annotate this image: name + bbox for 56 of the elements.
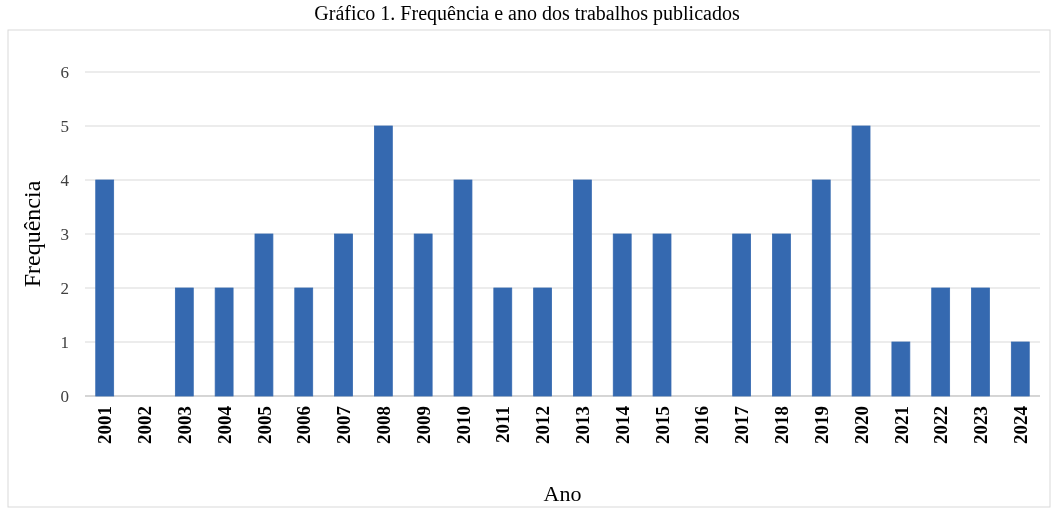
bar: [493, 287, 513, 397]
bar: [294, 287, 314, 397]
x-tick-label: 2004: [213, 405, 235, 444]
x-tick-label: 2018: [771, 406, 793, 444]
bar: [374, 125, 393, 397]
x-tick-label: 2011: [492, 406, 514, 443]
x-tick-label: 2013: [572, 406, 594, 444]
x-tick-label: 2023: [970, 406, 992, 444]
x-tick-label: 2020: [850, 406, 872, 444]
y-tick-label: 5: [60, 116, 69, 136]
x-tick-label: 2019: [810, 406, 832, 444]
x-tick-label: 2016: [691, 406, 713, 444]
x-tick-label: 2017: [731, 405, 753, 444]
bar: [652, 233, 672, 397]
y-tick-label: 4: [60, 170, 70, 190]
x-tick-label: 2001: [94, 406, 116, 444]
x-axis-title: Ano: [543, 481, 582, 506]
bar: [573, 179, 592, 397]
x-tick-label: 2014: [611, 405, 633, 444]
x-tick-label: 2021: [890, 406, 912, 444]
x-tick-label: 2008: [373, 406, 395, 444]
bar: [971, 287, 990, 397]
x-tick-label: 2022: [930, 406, 952, 444]
bar: [413, 233, 433, 397]
bar: [254, 233, 274, 397]
x-tick-label: 2006: [293, 406, 315, 444]
bar: [851, 125, 871, 397]
bar: [214, 287, 234, 397]
bar: [931, 287, 951, 397]
bar: [1010, 341, 1030, 397]
x-tick-label: 2005: [253, 406, 275, 444]
bar: [95, 179, 115, 397]
x-tick-label: 2010: [452, 406, 474, 444]
y-tick-label: 6: [60, 62, 69, 82]
bar: [453, 179, 473, 397]
x-tick-label: 2002: [134, 406, 156, 444]
bar: [334, 233, 353, 397]
y-tick-label: 3: [60, 224, 69, 244]
bar: [891, 341, 911, 397]
bar: [174, 287, 194, 397]
y-axis-title: Frequência: [19, 180, 45, 288]
bar: [732, 233, 751, 397]
bar: [772, 233, 791, 397]
bar: [612, 233, 632, 397]
x-tick-label: 2007: [333, 405, 355, 444]
x-tick-label: 2009: [412, 406, 434, 444]
bar: [811, 179, 831, 397]
x-tick-label: 2012: [532, 406, 554, 444]
y-tick-label: 0: [60, 386, 69, 406]
y-tick-label: 2: [60, 278, 69, 298]
y-tick-label: 1: [60, 332, 69, 352]
x-tick-label: 2015: [651, 406, 673, 444]
x-tick-label: 2003: [173, 406, 195, 444]
x-tick-label: 2024: [1009, 405, 1031, 444]
chart-title: Gráfico 1. Frequência e ano dos trabalhos publicados: [314, 2, 740, 25]
bar: [533, 287, 552, 397]
